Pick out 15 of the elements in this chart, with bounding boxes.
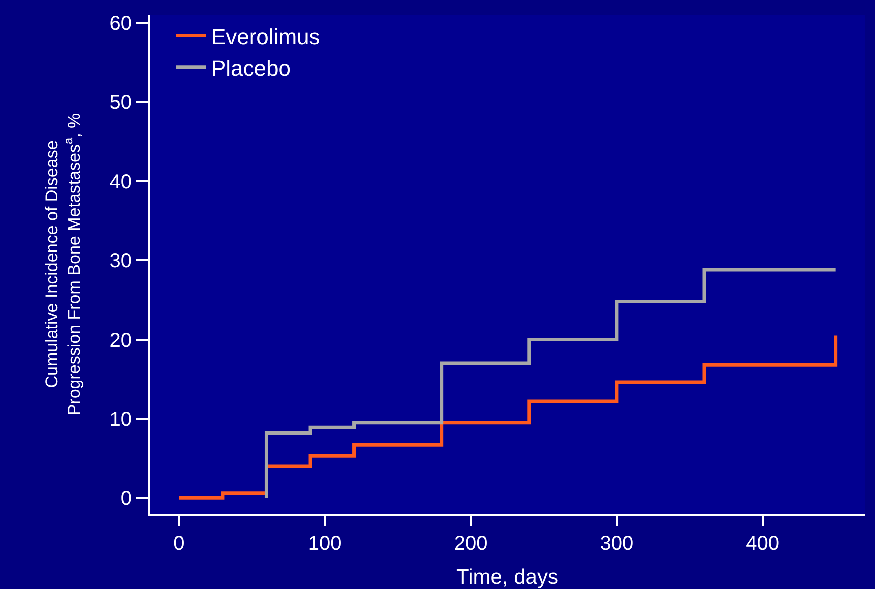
y-tick-label: 0 <box>120 488 132 510</box>
x-tick-label: 300 <box>600 533 634 555</box>
y-tick-label: 30 <box>110 250 132 273</box>
x-tick-label: 400 <box>746 533 780 555</box>
legend-label: Everolimus <box>211 24 320 50</box>
legend-label: Placebo <box>211 56 291 81</box>
x-tick-label: 200 <box>454 533 488 555</box>
x-axis-title: Time, days <box>456 566 558 589</box>
y-tick-label: 10 <box>110 408 132 431</box>
x-tick-label: 100 <box>308 533 342 555</box>
y-tick-label: 50 <box>110 92 132 114</box>
y-tick-label: 40 <box>110 171 132 194</box>
y-tick-label: 60 <box>110 12 132 35</box>
x-tick-label: 0 <box>174 533 185 555</box>
y-tick-label: 20 <box>110 330 132 352</box>
